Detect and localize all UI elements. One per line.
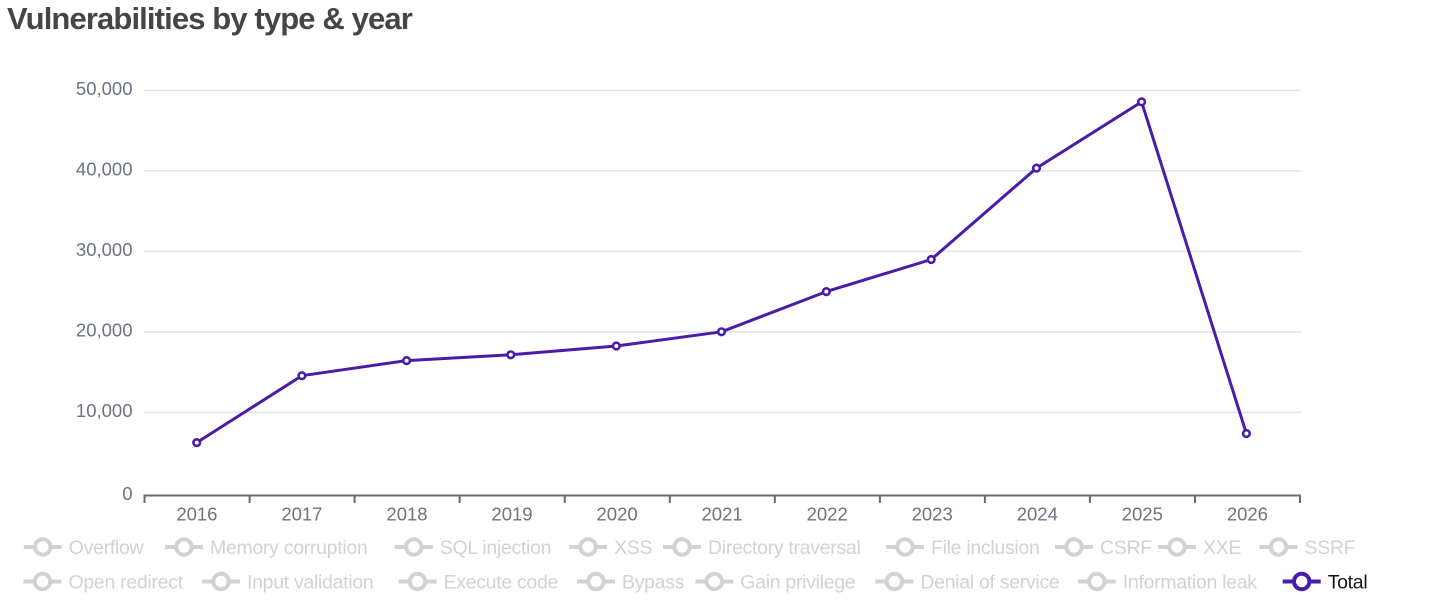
svg-text:Directory traversal: Directory traversal xyxy=(708,537,861,559)
svg-text:XSS: XSS xyxy=(614,537,652,559)
svg-text:CSRF: CSRF xyxy=(1100,537,1152,559)
svg-text:2025: 2025 xyxy=(1122,504,1163,525)
svg-text:2026: 2026 xyxy=(1227,504,1268,525)
svg-text:2024: 2024 xyxy=(1017,504,1058,525)
svg-text:2023: 2023 xyxy=(912,504,953,525)
svg-text:Information leak: Information leak xyxy=(1123,572,1257,594)
svg-text:File inclusion: File inclusion xyxy=(931,537,1040,559)
svg-text:20,000: 20,000 xyxy=(76,320,133,341)
svg-text:XXE: XXE xyxy=(1203,537,1241,559)
svg-text:Total: Total xyxy=(1328,572,1368,594)
svg-text:Gain privilege: Gain privilege xyxy=(740,572,855,594)
svg-text:50,000: 50,000 xyxy=(76,78,133,99)
svg-text:2018: 2018 xyxy=(386,504,427,525)
svg-text:2022: 2022 xyxy=(807,504,848,525)
svg-text:2021: 2021 xyxy=(702,504,743,525)
svg-text:Open redirect: Open redirect xyxy=(69,572,184,594)
svg-text:Denial of service: Denial of service xyxy=(920,572,1059,594)
svg-text:2020: 2020 xyxy=(597,504,638,525)
svg-text:Vulnerabilities by type & year: Vulnerabilities by type & year xyxy=(7,1,413,36)
svg-text:Input validation: Input validation xyxy=(247,572,373,594)
svg-text:SSRF: SSRF xyxy=(1305,537,1356,559)
svg-text:10,000: 10,000 xyxy=(76,400,133,421)
svg-text:2019: 2019 xyxy=(491,504,532,525)
svg-text:0: 0 xyxy=(122,483,132,504)
svg-text:Execute code: Execute code xyxy=(444,572,559,594)
svg-text:SQL injection: SQL injection xyxy=(440,537,551,559)
svg-text:Memory corruption: Memory corruption xyxy=(210,537,367,559)
svg-text:Bypass: Bypass xyxy=(622,572,685,594)
svg-text:2017: 2017 xyxy=(281,504,322,525)
svg-text:30,000: 30,000 xyxy=(76,239,133,260)
svg-text:40,000: 40,000 xyxy=(76,159,133,180)
svg-text:Overflow: Overflow xyxy=(69,537,145,559)
svg-text:2016: 2016 xyxy=(176,504,217,525)
